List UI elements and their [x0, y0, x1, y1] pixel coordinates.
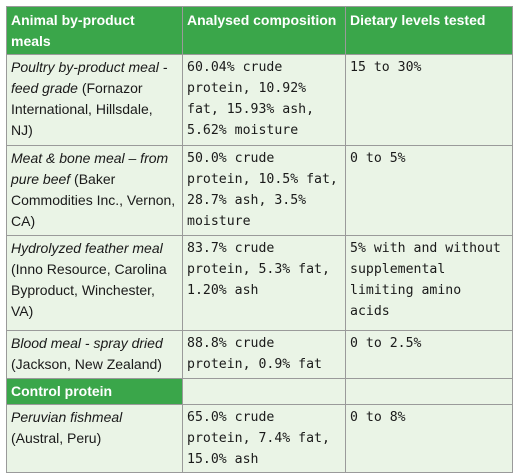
header-row: Animal by-product meals Analysed composi… [6, 6, 513, 55]
table-row: Blood meal - spray dried (Jackson, New Z… [6, 330, 513, 379]
levels-cell: 15 to 30% [345, 54, 513, 146]
meal-source: (Jackson, New Zealand) [11, 356, 162, 372]
table-row: Hydrolyzed feather meal (Inno Resource, … [6, 235, 513, 331]
section-empty-cell [182, 378, 346, 405]
meal-name: Peruvian fishmeal [11, 409, 123, 425]
meal-source: (Fornazor International, Hillsdale, NJ) [11, 80, 153, 138]
levels-cell: 0 to 8% [345, 404, 513, 473]
meal-cell: Meat & bone meal – from pure beef (Baker… [6, 145, 183, 236]
composition-cell: 50.0% crude protein, 10.5% fat, 28.7% as… [182, 145, 346, 236]
meal-name: Poultry by-product meal - feed grade [11, 59, 168, 96]
section-empty-cell [345, 378, 513, 405]
composition-cell: 60.04% crude protein, 10.92% fat, 15.93%… [182, 54, 346, 146]
section-label: Control protein [6, 378, 183, 405]
composition-cell: 88.8% crude protein, 0.9% fat [182, 330, 346, 379]
levels-cell: 0 to 5% [345, 145, 513, 236]
meal-cell: Hydrolyzed feather meal (Inno Resource, … [6, 235, 183, 331]
header-animal-meals: Animal by-product meals [6, 6, 183, 55]
meal-source: (Inno Resource, Carolina Byproduct, Winc… [11, 261, 167, 319]
composition-cell: 83.7% crude protein, 5.3% fat, 1.20% ash [182, 235, 346, 331]
section-row: Control protein [6, 378, 513, 405]
levels-cell: 0 to 2.5% [345, 330, 513, 379]
table-row: Peruvian fishmeal (Austral, Peru) 65.0% … [6, 404, 513, 473]
meal-cell: Blood meal - spray dried (Jackson, New Z… [6, 330, 183, 379]
meal-name: Hydrolyzed feather meal [11, 240, 163, 256]
composition-cell: 65.0% crude protein, 7.4% fat, 15.0% ash [182, 404, 346, 473]
composition-table: Animal by-product meals Analysed composi… [6, 6, 513, 473]
meal-cell: Poultry by-product meal - feed grade (Fo… [6, 54, 183, 146]
meal-name: Blood meal - spray dried [11, 335, 163, 351]
meal-source: (Austral, Peru) [11, 430, 102, 446]
levels-cell: 5% with and without supplemental limitin… [345, 235, 513, 331]
header-levels: Dietary levels tested [345, 6, 513, 55]
meal-name: Meat & bone meal – from pure beef [11, 150, 169, 187]
table-row: Meat & bone meal – from pure beef (Baker… [6, 145, 513, 236]
page: Animal by-product meals Analysed composi… [6, 6, 513, 473]
header-composition: Analysed composition [182, 6, 346, 55]
meal-cell: Peruvian fishmeal (Austral, Peru) [6, 404, 183, 473]
meal-source: (Baker Commodities Inc., Vernon, CA) [11, 171, 176, 229]
table-row: Poultry by-product meal - feed grade (Fo… [6, 54, 513, 146]
